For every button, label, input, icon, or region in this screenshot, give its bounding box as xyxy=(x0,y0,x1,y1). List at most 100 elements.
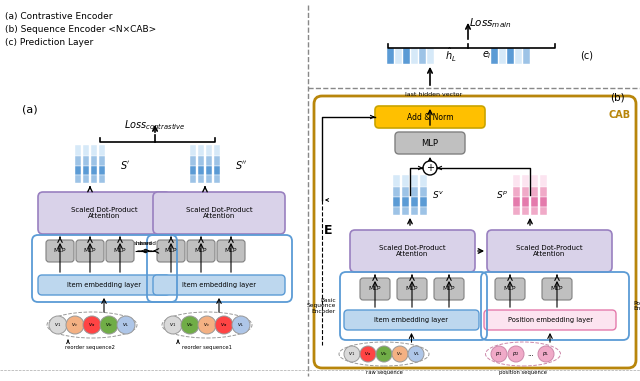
Text: $\hat{h}_L$: $\hat{h}_L$ xyxy=(445,46,457,64)
Bar xyxy=(83,156,89,166)
FancyBboxPatch shape xyxy=(395,132,465,154)
Circle shape xyxy=(117,316,135,334)
Text: (c): (c) xyxy=(580,50,593,60)
Bar xyxy=(393,207,400,215)
Text: $\mathit{Loss}_{\mathit{contrastive}}$: $\mathit{Loss}_{\mathit{contrastive}}$ xyxy=(124,118,186,132)
Bar xyxy=(515,48,522,64)
Bar xyxy=(198,166,204,175)
Text: reorder sequence2: reorder sequence2 xyxy=(65,345,115,350)
Text: $v_c$: $v_c$ xyxy=(396,350,404,358)
Bar xyxy=(91,175,97,183)
Circle shape xyxy=(408,346,424,362)
Bar xyxy=(410,48,417,64)
Text: (c) Prediction Layer: (c) Prediction Layer xyxy=(5,38,93,47)
Text: MLP: MLP xyxy=(443,287,455,291)
Bar xyxy=(83,166,89,175)
Text: Scaled Dot-Product
Attention: Scaled Dot-Product Attention xyxy=(70,207,138,219)
Bar xyxy=(99,175,105,183)
Bar xyxy=(540,175,547,187)
Text: $v_L$: $v_L$ xyxy=(237,321,244,329)
Text: MLP: MLP xyxy=(114,248,126,253)
Circle shape xyxy=(344,346,360,362)
Bar xyxy=(393,175,400,187)
Text: $p_1$: $p_1$ xyxy=(495,350,502,358)
Text: MLP: MLP xyxy=(406,287,419,291)
Circle shape xyxy=(232,316,250,334)
Bar xyxy=(387,48,394,64)
Circle shape xyxy=(66,316,84,334)
Bar xyxy=(426,48,433,64)
Bar xyxy=(190,166,196,175)
Text: Scaled Dot-Product
Attention: Scaled Dot-Product Attention xyxy=(186,207,252,219)
Text: Scaled Dot-Product
Attention: Scaled Dot-Product Attention xyxy=(516,245,583,258)
FancyBboxPatch shape xyxy=(38,192,170,234)
Bar xyxy=(531,187,538,197)
Bar xyxy=(206,145,212,156)
Bar xyxy=(522,48,529,64)
Circle shape xyxy=(376,346,392,362)
Text: shared: shared xyxy=(138,241,156,246)
Bar xyxy=(206,166,212,175)
Circle shape xyxy=(181,316,199,334)
Circle shape xyxy=(215,316,233,334)
FancyBboxPatch shape xyxy=(350,230,475,272)
Text: $v_b$: $v_b$ xyxy=(186,321,194,329)
Bar xyxy=(214,156,220,166)
Text: MLP: MLP xyxy=(551,287,563,291)
FancyBboxPatch shape xyxy=(76,240,104,262)
FancyBboxPatch shape xyxy=(397,278,427,300)
Text: $\mathit{Loss}_{\mathit{main}}$: $\mathit{Loss}_{\mathit{main}}$ xyxy=(468,16,511,30)
Bar xyxy=(214,166,220,175)
FancyBboxPatch shape xyxy=(434,278,464,300)
Text: Scaled Dot-Product
Attention: Scaled Dot-Product Attention xyxy=(379,245,446,258)
Text: $v_b$: $v_b$ xyxy=(380,350,388,358)
Bar xyxy=(499,48,506,64)
Bar xyxy=(420,187,427,197)
Circle shape xyxy=(423,161,437,175)
Circle shape xyxy=(392,346,408,362)
FancyBboxPatch shape xyxy=(46,240,74,262)
Text: +: + xyxy=(426,163,434,173)
Bar xyxy=(190,145,196,156)
Text: MLP: MLP xyxy=(422,139,438,147)
Bar xyxy=(99,156,105,166)
Bar xyxy=(411,197,418,207)
FancyBboxPatch shape xyxy=(217,240,245,262)
Bar xyxy=(540,197,547,207)
Bar xyxy=(402,207,409,215)
Bar xyxy=(75,175,81,183)
Bar xyxy=(394,48,401,64)
Bar xyxy=(513,187,520,197)
Text: ...: ... xyxy=(527,351,534,357)
Bar xyxy=(490,48,497,64)
Bar xyxy=(513,197,520,207)
Circle shape xyxy=(538,346,554,362)
Bar xyxy=(420,207,427,215)
Bar xyxy=(198,156,204,166)
FancyBboxPatch shape xyxy=(375,106,485,128)
Bar xyxy=(99,166,105,175)
Bar xyxy=(75,156,81,166)
Bar xyxy=(206,175,212,183)
Bar xyxy=(522,207,529,215)
Bar xyxy=(402,187,409,197)
Bar xyxy=(190,175,196,183)
Bar xyxy=(419,48,426,64)
Text: Add & Norm: Add & Norm xyxy=(407,112,453,122)
Text: $\mathit{S}^v$: $\mathit{S}^v$ xyxy=(432,189,444,200)
Bar xyxy=(522,175,529,187)
Bar xyxy=(91,156,97,166)
Text: Item embedding layer: Item embedding layer xyxy=(182,282,256,288)
Bar xyxy=(420,175,427,187)
Circle shape xyxy=(83,316,101,334)
Text: $v_a$: $v_a$ xyxy=(220,321,228,329)
Circle shape xyxy=(100,316,118,334)
Circle shape xyxy=(491,346,507,362)
Text: $\mathit{S}^p$: $\mathit{S}^p$ xyxy=(496,189,508,200)
Circle shape xyxy=(49,316,67,334)
Bar xyxy=(198,175,204,183)
Text: Position embedding layer: Position embedding layer xyxy=(508,317,593,323)
Bar xyxy=(540,187,547,197)
Text: (a) Contrastive Encoder: (a) Contrastive Encoder xyxy=(5,12,113,21)
Bar xyxy=(75,145,81,156)
